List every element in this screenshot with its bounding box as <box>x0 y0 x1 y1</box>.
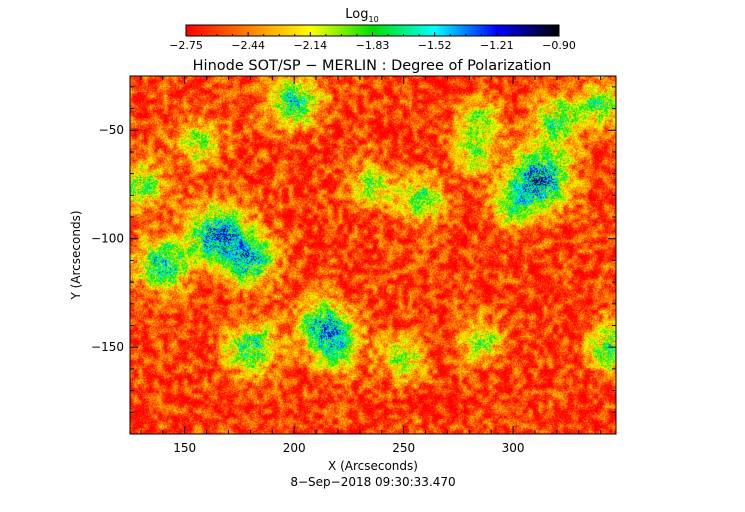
y-tick-label: −50 <box>99 123 124 137</box>
colorbar-tick-label: −2.14 <box>293 39 327 52</box>
y-tick-label: −150 <box>91 340 124 354</box>
heatmap-plot: 150 200 250 300 −50 −100 −150 <box>91 75 617 455</box>
x-axis-label: X (Arcseconds) <box>328 459 418 473</box>
plot-frame <box>129 75 617 435</box>
colorbar-tick-label: −0.90 <box>542 39 576 52</box>
colorbar-tick-label: −1.83 <box>356 39 390 52</box>
colorbar-label: Log10 <box>345 7 378 24</box>
y-axis-label: Y (Arcseconds) <box>69 210 83 300</box>
x-tick-label: 150 <box>173 441 196 455</box>
colorbar-ticks: −2.75 −2.44 −2.14 −1.83 −1.52 −1.21 −0.90 <box>169 32 576 52</box>
heatmap-canvas <box>130 76 616 434</box>
chart-title: Hinode SOT/SP − MERLIN : Degree of Polar… <box>193 58 552 74</box>
colorbar-tick-label: −2.75 <box>169 39 203 52</box>
colorbar-tick-label: −1.21 <box>480 39 514 52</box>
observation-timestamp: 8−Sep−2018 09:30:33.470 <box>290 475 455 489</box>
axis-ticks: 150 200 250 300 −50 −100 −150 <box>91 76 616 455</box>
x-tick-label: 300 <box>502 441 525 455</box>
y-tick-label: −100 <box>91 232 124 246</box>
x-tick-label: 200 <box>283 441 306 455</box>
colorbar: Log10 −2.75 −2.44 −2.14 −1.83 −1.52 −1.21 −0.9… <box>169 7 576 52</box>
colorbar-tick-label: −2.44 <box>231 39 265 52</box>
colorbar-tick-label: −1.52 <box>418 39 452 52</box>
x-tick-label: 250 <box>392 441 415 455</box>
